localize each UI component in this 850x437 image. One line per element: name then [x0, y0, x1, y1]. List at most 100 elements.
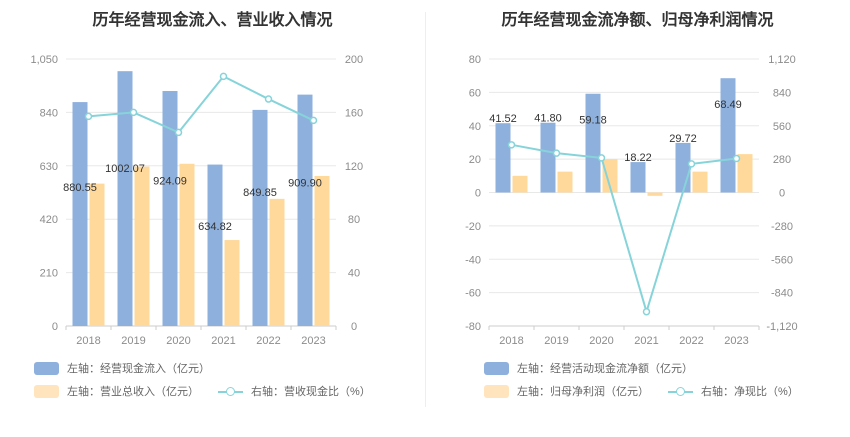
left-chart-title: 历年经营现金流入、营业收入情况 [92, 12, 333, 29]
bar-series2 [314, 175, 330, 326]
line-point [642, 307, 651, 316]
line-point [552, 149, 561, 157]
right-legend-item-bar1[interactable]: 左轴：经营活动现金流净额（亿元） [484, 360, 693, 376]
line-point [732, 154, 741, 163]
bar-series1 [720, 78, 736, 193]
left-axis-tick-label: -60 [465, 288, 481, 300]
line-point [687, 160, 696, 168]
right-legend-line-label: 右轴：净现比（%） [701, 386, 799, 398]
bar-series2 [557, 171, 573, 193]
bar-series2 [737, 154, 753, 193]
right-axis-tick-label: 280 [773, 154, 791, 166]
right-legend-item-line[interactable]: 右轴：净现比（%） [668, 383, 799, 399]
right-axis-tick-label: 200 [345, 54, 363, 66]
orange-bar-swatch-icon [34, 384, 59, 398]
left-axis-tick-label: 60 [469, 87, 481, 99]
bar-series2 [602, 159, 618, 193]
data-label: 880.55 [63, 182, 97, 194]
bar-series2 [692, 171, 708, 193]
bar-series1 [585, 93, 601, 193]
right-axis-tick-label: -280 [771, 221, 793, 233]
right-axis-tick-label: -1,120 [766, 321, 797, 333]
x-axis-category-label: 2021 [634, 335, 658, 347]
left-axis-tick-label: 40 [469, 121, 481, 133]
left-axis-tick-label: 630 [40, 161, 58, 173]
x-axis-category-label: 2023 [301, 335, 325, 347]
bar-series1 [252, 109, 268, 326]
bar-series2 [647, 192, 663, 196]
bar-series2 [89, 183, 105, 326]
left-axis-tick-label: 840 [40, 107, 58, 119]
right-axis-tick-label: 160 [345, 107, 363, 119]
right-chart-svg: -80 -60 -40 -20 0 20 40 60 80 -1,120 -840 -560 -280 0… [465, 54, 798, 347]
left-axis-tick-label: 420 [40, 214, 58, 226]
left-axis-tick-label: 1,050 [30, 54, 58, 66]
right-axis-tick-label: 0 [351, 321, 357, 333]
blue-bar-swatch-icon [484, 361, 509, 375]
right-axis-tick-label: 0 [779, 188, 785, 200]
bar-series1 [540, 122, 556, 193]
bar-series1 [207, 164, 223, 326]
line-point [129, 108, 138, 117]
right-axis-tick-label: 560 [773, 121, 791, 133]
line-point [219, 72, 228, 81]
line-point [174, 128, 183, 137]
right-axis-tick-label: 80 [348, 214, 360, 226]
x-axis-category-label: 2020 [166, 335, 190, 347]
bar-series1 [675, 142, 691, 193]
left-legend-item-line[interactable]: 右轴：营收现金比（%） [218, 383, 371, 399]
right-axis-tick-label: -840 [771, 288, 793, 300]
data-label: 41.80 [534, 113, 562, 125]
data-label: 29.72 [669, 133, 697, 145]
x-axis-category-label: 2018 [499, 335, 523, 347]
right-axis-tick-label: 1,120 [768, 54, 796, 66]
x-axis-category-label: 2019 [121, 335, 145, 347]
line-point [309, 116, 318, 125]
data-label: 18.22 [624, 152, 652, 164]
left-axis-tick-label: -20 [465, 221, 481, 233]
x-axis-category-label: 2019 [544, 335, 568, 347]
data-label: 924.09 [153, 175, 187, 187]
data-label: 68.49 [714, 99, 742, 111]
left-axis-tick-label: 20 [469, 154, 481, 166]
bar-series2 [134, 166, 150, 326]
bar-series1 [630, 162, 646, 193]
left-axis-tick-label: -80 [465, 321, 481, 333]
blue-bar-swatch-icon [34, 361, 59, 375]
line-point [507, 141, 516, 149]
right-legend-bar2-label: 左轴：归母净利润（亿元） [517, 386, 649, 398]
left-axis-tick-label: 210 [40, 268, 58, 280]
bar-series1 [495, 123, 511, 193]
line-point [597, 154, 606, 162]
line-point [264, 95, 273, 103]
left-axis-tick-label: 80 [469, 54, 481, 66]
line-series [88, 75, 314, 134]
data-label: 1002.07 [105, 163, 145, 175]
left-legend-item-bar1[interactable]: 左轴：经营现金流入（亿元） [34, 360, 210, 376]
bar-series2 [269, 198, 285, 326]
right-legend-item-bar2[interactable]: 左轴：归母净利润（亿元） [484, 383, 649, 399]
x-axis-category-label: 2022 [256, 335, 280, 347]
right-axis-tick-label: 120 [345, 161, 363, 173]
left-legend-bar2-label: 左轴：营业总收入（亿元） [67, 386, 199, 398]
left-chart-panel: 历年经营现金流入、营业收入情况 0 210 420 630 840 1,050 0 40 80 1… [30, 12, 371, 399]
bar-series1 [72, 102, 88, 326]
data-label: 59.18 [579, 115, 607, 127]
orange-bar-swatch-icon [484, 384, 509, 398]
left-legend-line-label: 右轴：营收现金比（%） [251, 386, 371, 398]
x-axis-category-label: 2021 [211, 335, 235, 347]
right-axis-tick-label: -560 [771, 254, 793, 266]
left-axis-tick-label: 0 [52, 321, 58, 333]
x-axis-category-label: 2022 [679, 335, 703, 347]
right-legend-bar1-label: 左轴：经营活动现金流净额（亿元） [517, 363, 693, 375]
left-legend-item-bar2[interactable]: 左轴：营业总收入（亿元） [34, 383, 199, 399]
line-series [511, 143, 737, 316]
bar-series2 [224, 240, 240, 326]
left-chart-svg: 0 210 420 630 840 1,050 0 40 80 120 160 200 2018 2019… [30, 54, 363, 347]
line-marker-swatch-icon [668, 385, 693, 398]
data-label: 634.82 [198, 221, 232, 233]
panel-divider [425, 12, 426, 407]
bar-series1 [117, 71, 133, 326]
left-legend-bar1-label: 左轴：经营现金流入（亿元） [67, 363, 210, 375]
x-axis-category-label: 2020 [589, 335, 613, 347]
